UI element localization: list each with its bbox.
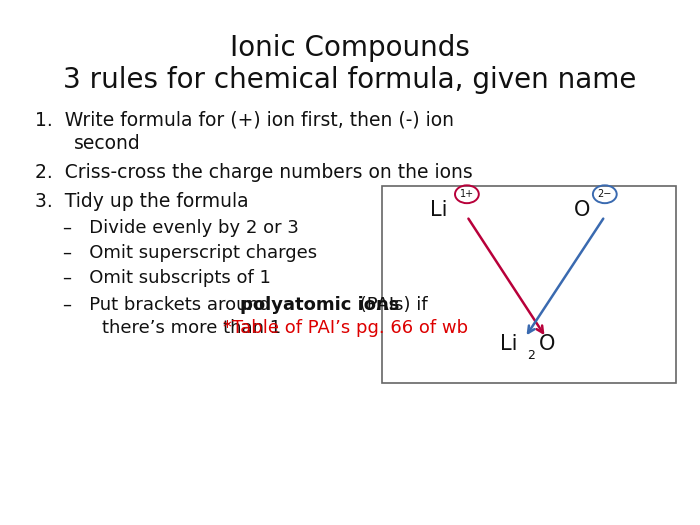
Bar (382, 186, 676, 383)
Text: *Table of PAI’s pg. 66 of wb: *Table of PAI’s pg. 66 of wb (223, 319, 468, 337)
Text: 2−: 2− (598, 189, 612, 200)
Text: –   Put brackets around: – Put brackets around (63, 296, 276, 313)
Text: there’s more than 1: there’s more than 1 (102, 319, 298, 337)
Text: Ionic Compounds: Ionic Compounds (230, 34, 470, 62)
Text: 2: 2 (527, 349, 535, 362)
Text: polyatomic ions: polyatomic ions (240, 296, 400, 313)
Text: O: O (539, 334, 555, 354)
Text: 1+: 1+ (460, 189, 474, 200)
Text: 2.  Criss-cross the charge numbers on the ions: 2. Criss-cross the charge numbers on the… (35, 163, 472, 182)
Text: second: second (74, 134, 140, 153)
Text: (PAIs) if: (PAIs) if (354, 296, 427, 313)
Text: –   Omit subscripts of 1: – Omit subscripts of 1 (63, 269, 271, 287)
Text: O: O (574, 200, 590, 220)
Text: Li: Li (500, 334, 518, 354)
Text: 3.  Tidy up the formula: 3. Tidy up the formula (35, 192, 248, 211)
Text: 1.  Write formula for (+) ion first, then (-) ion: 1. Write formula for (+) ion first, then… (35, 110, 454, 129)
Text: Li: Li (430, 200, 448, 220)
Text: 3 rules for chemical formula, given name: 3 rules for chemical formula, given name (63, 66, 637, 93)
Text: –   Omit superscript charges: – Omit superscript charges (63, 244, 317, 262)
Text: –   Divide evenly by 2 or 3: – Divide evenly by 2 or 3 (63, 219, 299, 237)
